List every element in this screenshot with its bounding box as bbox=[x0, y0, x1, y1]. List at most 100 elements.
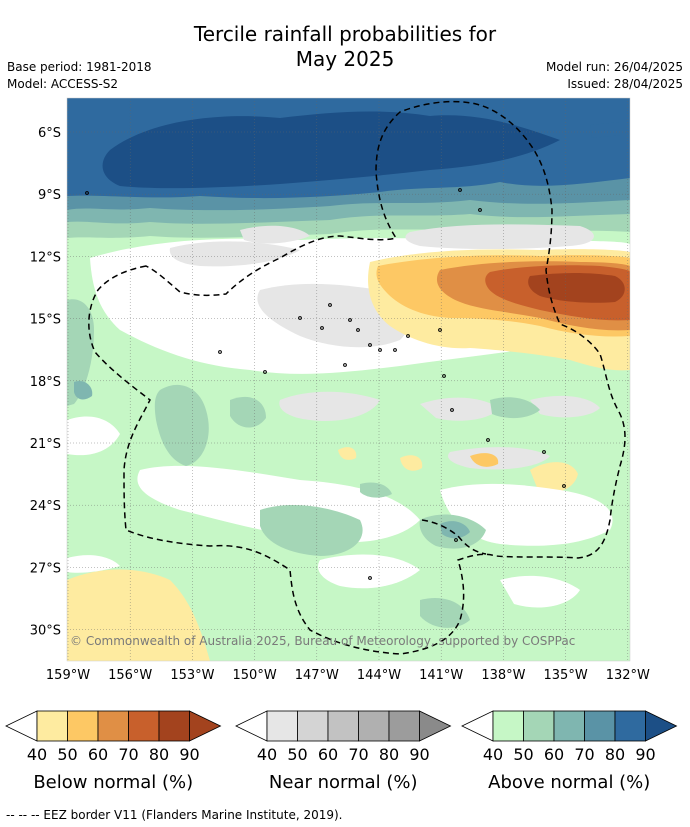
islands bbox=[85, 188, 566, 580]
below-normal-patch-east bbox=[530, 462, 578, 493]
model-run: Model run: 26/04/2025 bbox=[545, 60, 683, 74]
colorbar-tick-label: 80 bbox=[149, 745, 169, 764]
near-normal-grey-7 bbox=[448, 447, 550, 470]
colorbar-segment bbox=[358, 710, 390, 742]
chart-title: Tercile rainfall probabilities for May 2… bbox=[0, 22, 690, 72]
lat-tick-label: 18°S bbox=[30, 375, 61, 390]
longitude-labels: 159°W 156°W 153°W 150°W 147°W 144°W 141°W 138°W… bbox=[46, 668, 650, 683]
island-outline bbox=[85, 191, 89, 195]
white-area-west bbox=[67, 416, 120, 456]
colorbar-tick-label: 50 bbox=[57, 745, 77, 764]
colorbar-tick-label: 60 bbox=[318, 745, 338, 764]
colorbar-left-extend bbox=[5, 710, 38, 742]
colorbar: 40 50 60 70 80 90 Below normal (%) bbox=[5, 710, 222, 793]
lat-tick-label: 27°S bbox=[30, 561, 61, 576]
above-normal-patch-2 bbox=[260, 505, 363, 556]
island-outline bbox=[458, 188, 462, 192]
colorbar-left-extend bbox=[461, 710, 494, 742]
island-outline bbox=[406, 334, 410, 338]
lat-tick-label: 15°S bbox=[30, 313, 61, 328]
lon-tick-label: 156°W bbox=[108, 668, 152, 683]
below-normal-patch-center bbox=[400, 455, 423, 471]
eez-border-inner bbox=[421, 519, 487, 555]
above-normal-patch-8 bbox=[420, 598, 470, 628]
colorbar-tick-label: 50 bbox=[513, 745, 533, 764]
eez-border-french-polynesia bbox=[88, 100, 626, 655]
meta-right: Model run: 26/04/2025 Issued: 28/04/2025 bbox=[546, 59, 683, 93]
white-area-south-4 bbox=[500, 575, 580, 608]
near-normal-grey-2 bbox=[240, 225, 310, 244]
colorbar-segment bbox=[97, 710, 129, 742]
colorbar-right-extend bbox=[645, 710, 678, 742]
below-normal-patch-small bbox=[338, 447, 357, 460]
lon-tick-label: 135°W bbox=[544, 668, 588, 683]
colorbar: 40 50 60 70 80 90 Above normal (%) bbox=[461, 710, 678, 793]
near-normal-grey-5 bbox=[279, 391, 380, 422]
map-area bbox=[67, 98, 630, 661]
colorbar-tick-label: 80 bbox=[379, 745, 399, 764]
colorbar-segment bbox=[158, 710, 190, 742]
island-outline bbox=[393, 348, 397, 352]
island-outline bbox=[486, 438, 490, 442]
island-outline bbox=[438, 328, 442, 332]
model-name: Model: ACCESS-S2 bbox=[7, 77, 119, 91]
colorbar-tick-label: 70 bbox=[348, 745, 368, 764]
below-normal-patch-south-west-2 bbox=[67, 555, 120, 573]
lat-tick-label: 30°S bbox=[30, 624, 61, 639]
lon-tick-label: 141°W bbox=[419, 668, 463, 683]
colorbar-tick-label: 90 bbox=[635, 745, 655, 764]
colorbar-segment bbox=[67, 710, 99, 742]
white-area-south-3 bbox=[318, 554, 420, 589]
colorbar-segment bbox=[584, 710, 616, 742]
lat-tick-label: 6°S bbox=[38, 126, 61, 141]
colorbar: 40 50 60 70 80 90 Near normal (%) bbox=[235, 710, 452, 793]
below-normal-patch-south-west bbox=[67, 569, 210, 661]
above-normal-patch-6 bbox=[360, 482, 392, 498]
colorbar-title: Below normal (%) bbox=[33, 772, 193, 793]
lat-tick-label: 9°S bbox=[38, 188, 61, 203]
copyright-credit: © Commonwealth of Australia 2025, Bureau… bbox=[70, 634, 576, 648]
above-normal-patch-7 bbox=[230, 396, 266, 428]
title-line-2: May 2025 bbox=[295, 47, 395, 71]
colorbar-title: Above normal (%) bbox=[488, 772, 650, 793]
colorbars: 40 50 60 70 80 90 Below normal (%) 40 50 60 70 80 90… bbox=[5, 710, 678, 793]
issued-date: Issued: 28/04/2025 bbox=[567, 77, 683, 91]
colorbar-segment bbox=[266, 710, 298, 742]
colorbar-segment bbox=[128, 710, 160, 742]
colorbar-segment bbox=[553, 710, 585, 742]
island-outline bbox=[478, 208, 482, 212]
near-normal-grey-6 bbox=[420, 397, 500, 421]
eez-footer-note: -- -- -- EEZ border V11 (Flanders Marine… bbox=[6, 808, 343, 822]
above-normal-patch-5 bbox=[490, 397, 540, 419]
colorbar-tick-label: 40 bbox=[27, 745, 47, 764]
title-line-1: Tercile rainfall probabilities for bbox=[193, 22, 497, 46]
below-normal-patch-center-2 bbox=[470, 453, 499, 467]
lat-tick-label: 21°S bbox=[30, 437, 61, 452]
colorbar-tick-label: 90 bbox=[179, 745, 199, 764]
island-outline bbox=[368, 576, 372, 580]
near-normal-grey-8 bbox=[530, 395, 600, 418]
colorbar-segment bbox=[327, 710, 359, 742]
lon-tick-label: 159°W bbox=[46, 668, 90, 683]
colorbar-tick-label: 60 bbox=[544, 745, 564, 764]
above-normal-band-90 bbox=[102, 111, 560, 189]
colorbar-tick-label: 70 bbox=[574, 745, 594, 764]
island-outline bbox=[542, 450, 546, 454]
lon-tick-label: 132°W bbox=[606, 668, 650, 683]
lat-tick-label: 24°S bbox=[30, 499, 61, 514]
island-outline bbox=[450, 408, 454, 412]
colorbar-right-extend bbox=[189, 710, 222, 742]
gridlines bbox=[67, 98, 630, 661]
colorbar-tick-label: 70 bbox=[118, 745, 138, 764]
lon-tick-label: 138°W bbox=[481, 668, 525, 683]
colorbar-tick-label: 40 bbox=[483, 745, 503, 764]
island-outline bbox=[454, 538, 458, 542]
above-normal-band-80-patch bbox=[590, 122, 620, 138]
island-outline bbox=[218, 350, 222, 354]
island-outline bbox=[356, 328, 360, 332]
colorbar-right-extend bbox=[419, 710, 452, 742]
below-normal-band-80 bbox=[528, 273, 625, 303]
map-frame bbox=[66, 97, 631, 662]
island-outline bbox=[320, 326, 324, 330]
